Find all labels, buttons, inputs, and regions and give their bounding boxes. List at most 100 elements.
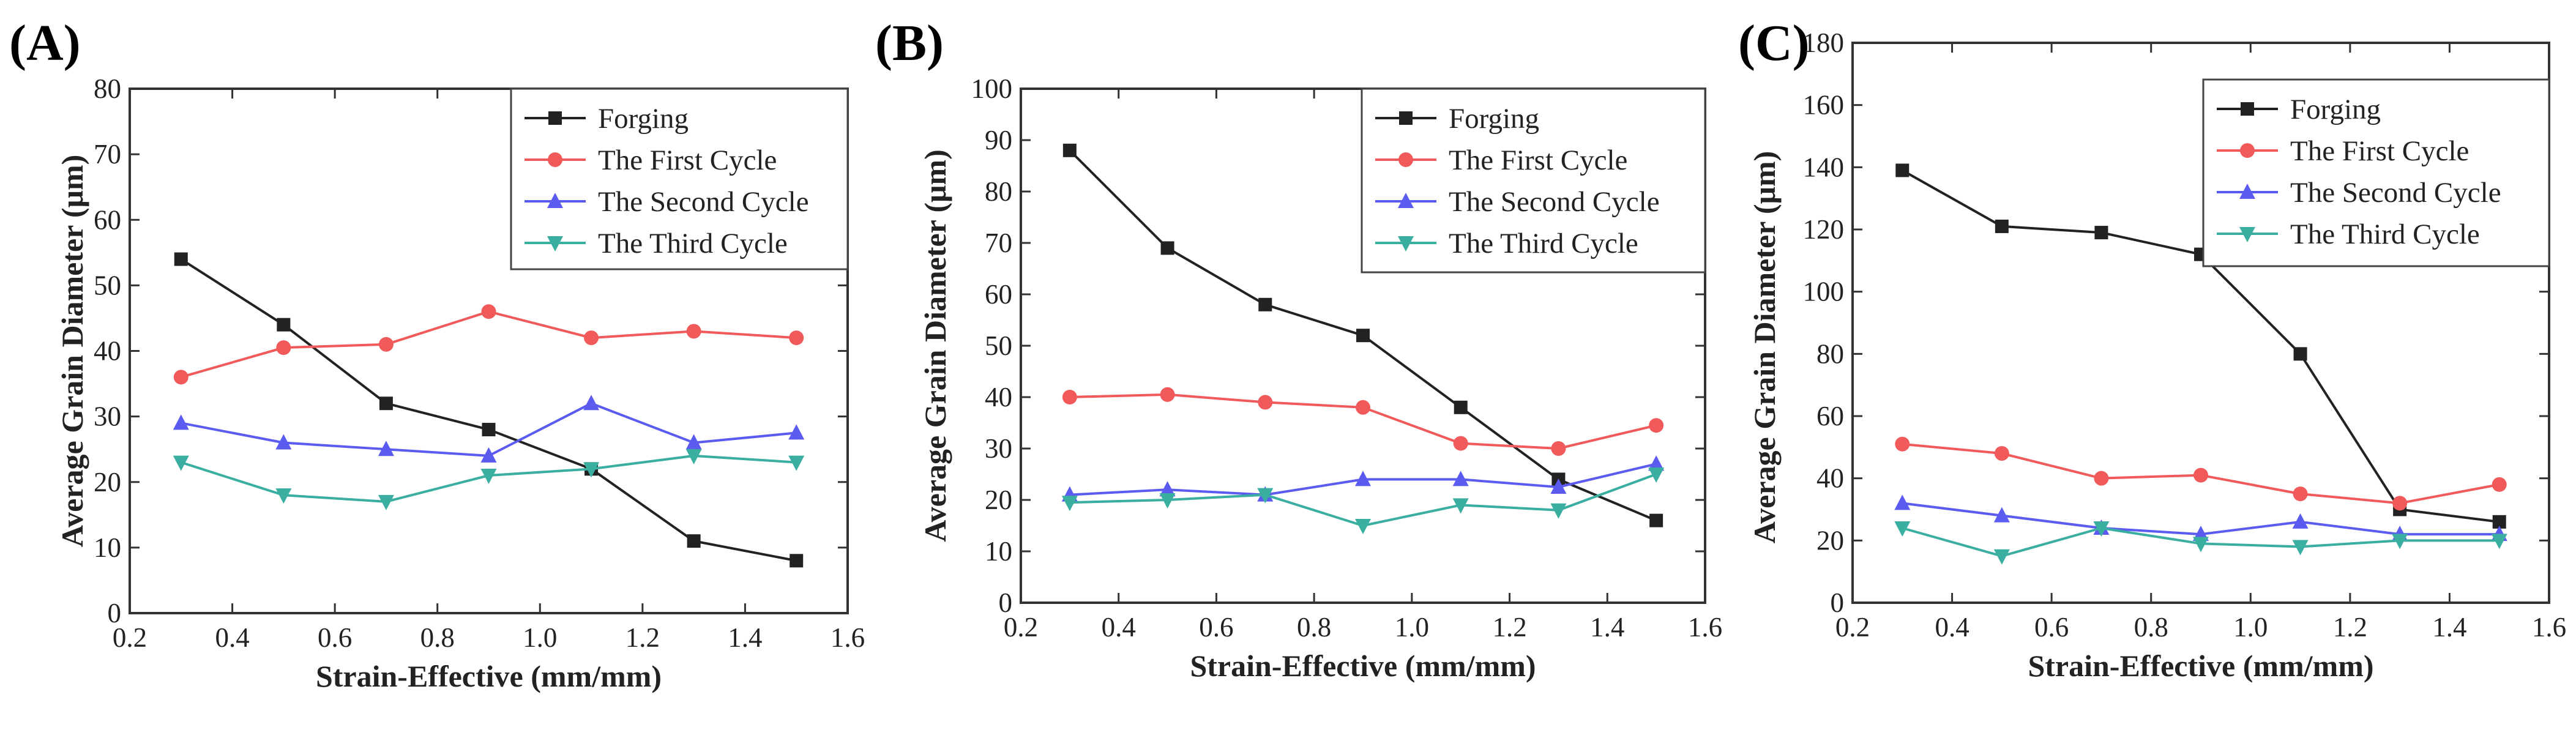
data-point-third-cycle xyxy=(2392,534,2408,549)
data-point-third-cycle xyxy=(378,494,394,510)
data-point-second-cycle xyxy=(685,434,702,450)
data-point-second-cycle xyxy=(1648,455,1665,471)
series-first-cycle xyxy=(1062,387,1664,456)
y-tick-label: 140 xyxy=(1803,152,1845,182)
data-point-forging xyxy=(2094,226,2108,240)
legend-label-forging: Forging xyxy=(1449,103,1539,135)
legend-label-forging: Forging xyxy=(2290,94,2381,125)
data-point-second-cycle xyxy=(2292,513,2309,529)
y-tick-label: 80 xyxy=(94,73,121,104)
data-point-first-cycle xyxy=(2392,496,2408,511)
x-tick-label: 1.6 xyxy=(831,622,865,653)
x-tick-label: 1.4 xyxy=(1590,612,1624,642)
data-point-second-cycle xyxy=(480,447,497,463)
legend-label-first-cycle: The First Cycle xyxy=(2290,135,2469,167)
y-tick-label: 30 xyxy=(985,433,1012,464)
x-tick-label: 1.2 xyxy=(2333,612,2367,642)
y-tick-label: 70 xyxy=(94,139,121,169)
data-point-forging xyxy=(174,252,188,266)
data-point-forging xyxy=(1160,241,1174,255)
data-point-forging xyxy=(2293,347,2307,361)
legend-label-third-cycle: The Third Cycle xyxy=(2290,218,2480,250)
data-point-third-cycle xyxy=(1061,496,1078,512)
data-point-second-cycle xyxy=(1993,507,2010,523)
legend-marker-third-cycle xyxy=(547,236,563,251)
data-point-first-cycle xyxy=(2094,471,2109,486)
y-tick-label: 60 xyxy=(985,279,1012,310)
data-point-third-cycle xyxy=(1257,488,1274,504)
data-point-third-cycle xyxy=(480,469,497,485)
data-point-forging xyxy=(482,423,496,437)
x-tick-label: 0.8 xyxy=(1297,612,1331,642)
data-point-first-cycle xyxy=(584,330,599,346)
y-tick-label: 20 xyxy=(985,485,1012,515)
x-tick-label: 1.4 xyxy=(728,622,762,653)
data-point-third-cycle xyxy=(2292,540,2309,556)
x-axis-title: Strain-Effective (mm/mm) xyxy=(2028,649,2373,683)
data-point-third-cycle xyxy=(173,455,189,471)
data-point-first-cycle xyxy=(2492,477,2507,492)
y-tick-label: 40 xyxy=(985,382,1012,412)
legend-marker-third-cycle xyxy=(2239,227,2255,242)
y-tick-label: 60 xyxy=(1816,401,1844,431)
x-tick-label: 1.2 xyxy=(1492,612,1526,642)
data-point-third-cycle xyxy=(2491,534,2507,549)
data-point-second-cycle xyxy=(378,441,394,456)
data-point-third-cycle xyxy=(1993,549,2010,565)
data-point-first-cycle xyxy=(1895,436,1910,452)
y-tick-label: 10 xyxy=(94,532,121,563)
legend-label-third-cycle: The Third Cycle xyxy=(1449,228,1638,259)
y-tick-label: 0 xyxy=(108,598,122,628)
y-tick-label: 20 xyxy=(94,467,121,497)
legend-box xyxy=(2202,78,2550,267)
legend-marker-third-cycle xyxy=(1398,236,1414,251)
x-tick-label: 0.2 xyxy=(113,622,147,653)
data-point-third-cycle xyxy=(1648,467,1665,483)
data-point-forging xyxy=(687,534,701,548)
y-tick-label: 40 xyxy=(1816,463,1844,494)
legend: Forging The First Cycle The Second Cycle Th… xyxy=(2202,78,2550,267)
data-point-first-cycle xyxy=(276,340,291,356)
y-tick-label: 10 xyxy=(985,536,1012,567)
x-tick-label: 1.0 xyxy=(1395,612,1429,642)
data-point-forging xyxy=(1895,163,1910,177)
data-point-second-cycle xyxy=(1355,471,1371,486)
x-tick-label: 0.6 xyxy=(2034,612,2069,642)
data-point-first-cycle xyxy=(481,304,496,319)
y-tick-label: 70 xyxy=(985,228,1012,258)
x-tick-label: 1.2 xyxy=(625,622,660,653)
data-point-second-cycle xyxy=(1894,494,1911,510)
y-tick-label: 100 xyxy=(1803,277,1845,307)
data-point-third-cycle xyxy=(1550,503,1567,519)
data-point-forging xyxy=(1649,513,1663,527)
legend-marker-first-cycle xyxy=(548,152,562,167)
legend-label-first-cycle: The First Cycle xyxy=(598,144,777,176)
legend-marker-first-cycle xyxy=(1398,152,1413,167)
data-point-second-cycle xyxy=(1159,481,1176,497)
legend-marker-second-cycle xyxy=(1398,193,1414,208)
y-tick-label: 120 xyxy=(1803,214,1845,245)
y-tick-label: 160 xyxy=(1803,90,1845,121)
x-tick-label: 1.4 xyxy=(2432,612,2466,642)
data-point-third-cycle xyxy=(583,462,600,478)
data-point-first-cycle xyxy=(1160,387,1175,402)
data-point-third-cycle xyxy=(2193,537,2209,553)
y-tick-label: 90 xyxy=(985,125,1012,155)
data-point-second-cycle xyxy=(583,395,600,411)
y-tick-label: 30 xyxy=(94,401,121,432)
y-tick-label: 80 xyxy=(985,176,1012,207)
data-point-third-cycle xyxy=(685,449,702,464)
x-tick-label: 0.2 xyxy=(1004,612,1038,642)
x-tick-label: 0.6 xyxy=(1199,612,1233,642)
data-point-forging xyxy=(277,318,291,332)
data-point-first-cycle xyxy=(1994,446,2009,461)
panel-label: (A) xyxy=(9,15,81,72)
data-point-forging xyxy=(2492,515,2506,529)
data-point-forging xyxy=(1258,297,1272,311)
legend-label-second-cycle: The Second Cycle xyxy=(598,186,809,218)
legend-label-first-cycle: The First Cycle xyxy=(1449,144,1627,176)
x-tick-label: 1.0 xyxy=(523,622,557,653)
legend-label-forging: Forging xyxy=(598,103,689,135)
y-tick-label: 20 xyxy=(1816,525,1844,556)
